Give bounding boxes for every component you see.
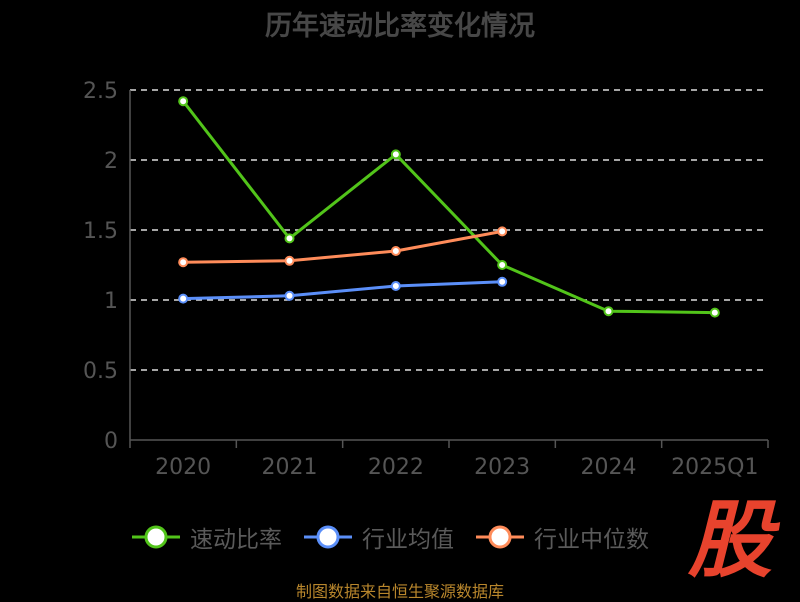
- x-tick-label: 2025Q1: [671, 455, 758, 480]
- y-tick-label: 1.5: [83, 219, 118, 244]
- series-line-0: [181, 100, 715, 315]
- watermark-logo: 股: [688, 491, 773, 589]
- legend-label: 行业均值: [362, 527, 454, 553]
- data-point-0: [178, 96, 189, 107]
- data-point-0: [390, 149, 401, 160]
- y-tick-label: 1: [104, 289, 118, 314]
- y-tick-label: 0.5: [83, 359, 118, 384]
- y-tick-label: 0: [104, 429, 118, 454]
- data-point-2: [390, 246, 401, 256]
- y-tick-label: 2.5: [83, 79, 118, 104]
- data-source-note: 制图数据来自恒生聚源数据库: [295, 582, 504, 601]
- data-point-1: [497, 276, 508, 287]
- legend-label: 行业中位数: [534, 527, 649, 553]
- legend-swatch-icon: [304, 525, 352, 549]
- x-tick-label: 2024: [581, 455, 637, 480]
- series-line-1: [183, 280, 503, 301]
- data-point-0: [603, 306, 614, 317]
- data-point-0: [284, 233, 295, 244]
- x-tick-label: 2020: [155, 455, 211, 480]
- chart-title: 历年速动比率变化情况: [265, 11, 535, 42]
- data-point-2: [178, 257, 189, 268]
- x-tick-label: 2022: [368, 455, 424, 480]
- legend-item-quick-ratio[interactable]: 速动比率: [130, 520, 282, 554]
- data-point-1: [390, 281, 401, 291]
- data-point-2: [497, 226, 508, 237]
- legend-swatch-icon: [132, 525, 180, 549]
- y-tick-label: 2: [104, 149, 118, 174]
- data-point-1: [178, 293, 189, 304]
- legend-item-industry-mean[interactable]: 行业均值: [302, 520, 454, 554]
- chart-legend: 速动比率 行业均值 行业中位数: [130, 520, 669, 554]
- data-point-0: [709, 307, 720, 318]
- x-tick-label: 2021: [262, 455, 318, 480]
- x-tick-label: 2023: [474, 455, 530, 480]
- series-line-2: [183, 229, 503, 264]
- legend-label: 速动比率: [190, 527, 282, 553]
- legend-swatch-icon: [476, 525, 524, 549]
- data-point-1: [284, 290, 295, 301]
- data-point-0: [497, 260, 508, 270]
- legend-item-industry-median[interactable]: 行业中位数: [474, 520, 649, 554]
- data-point-2: [284, 255, 295, 266]
